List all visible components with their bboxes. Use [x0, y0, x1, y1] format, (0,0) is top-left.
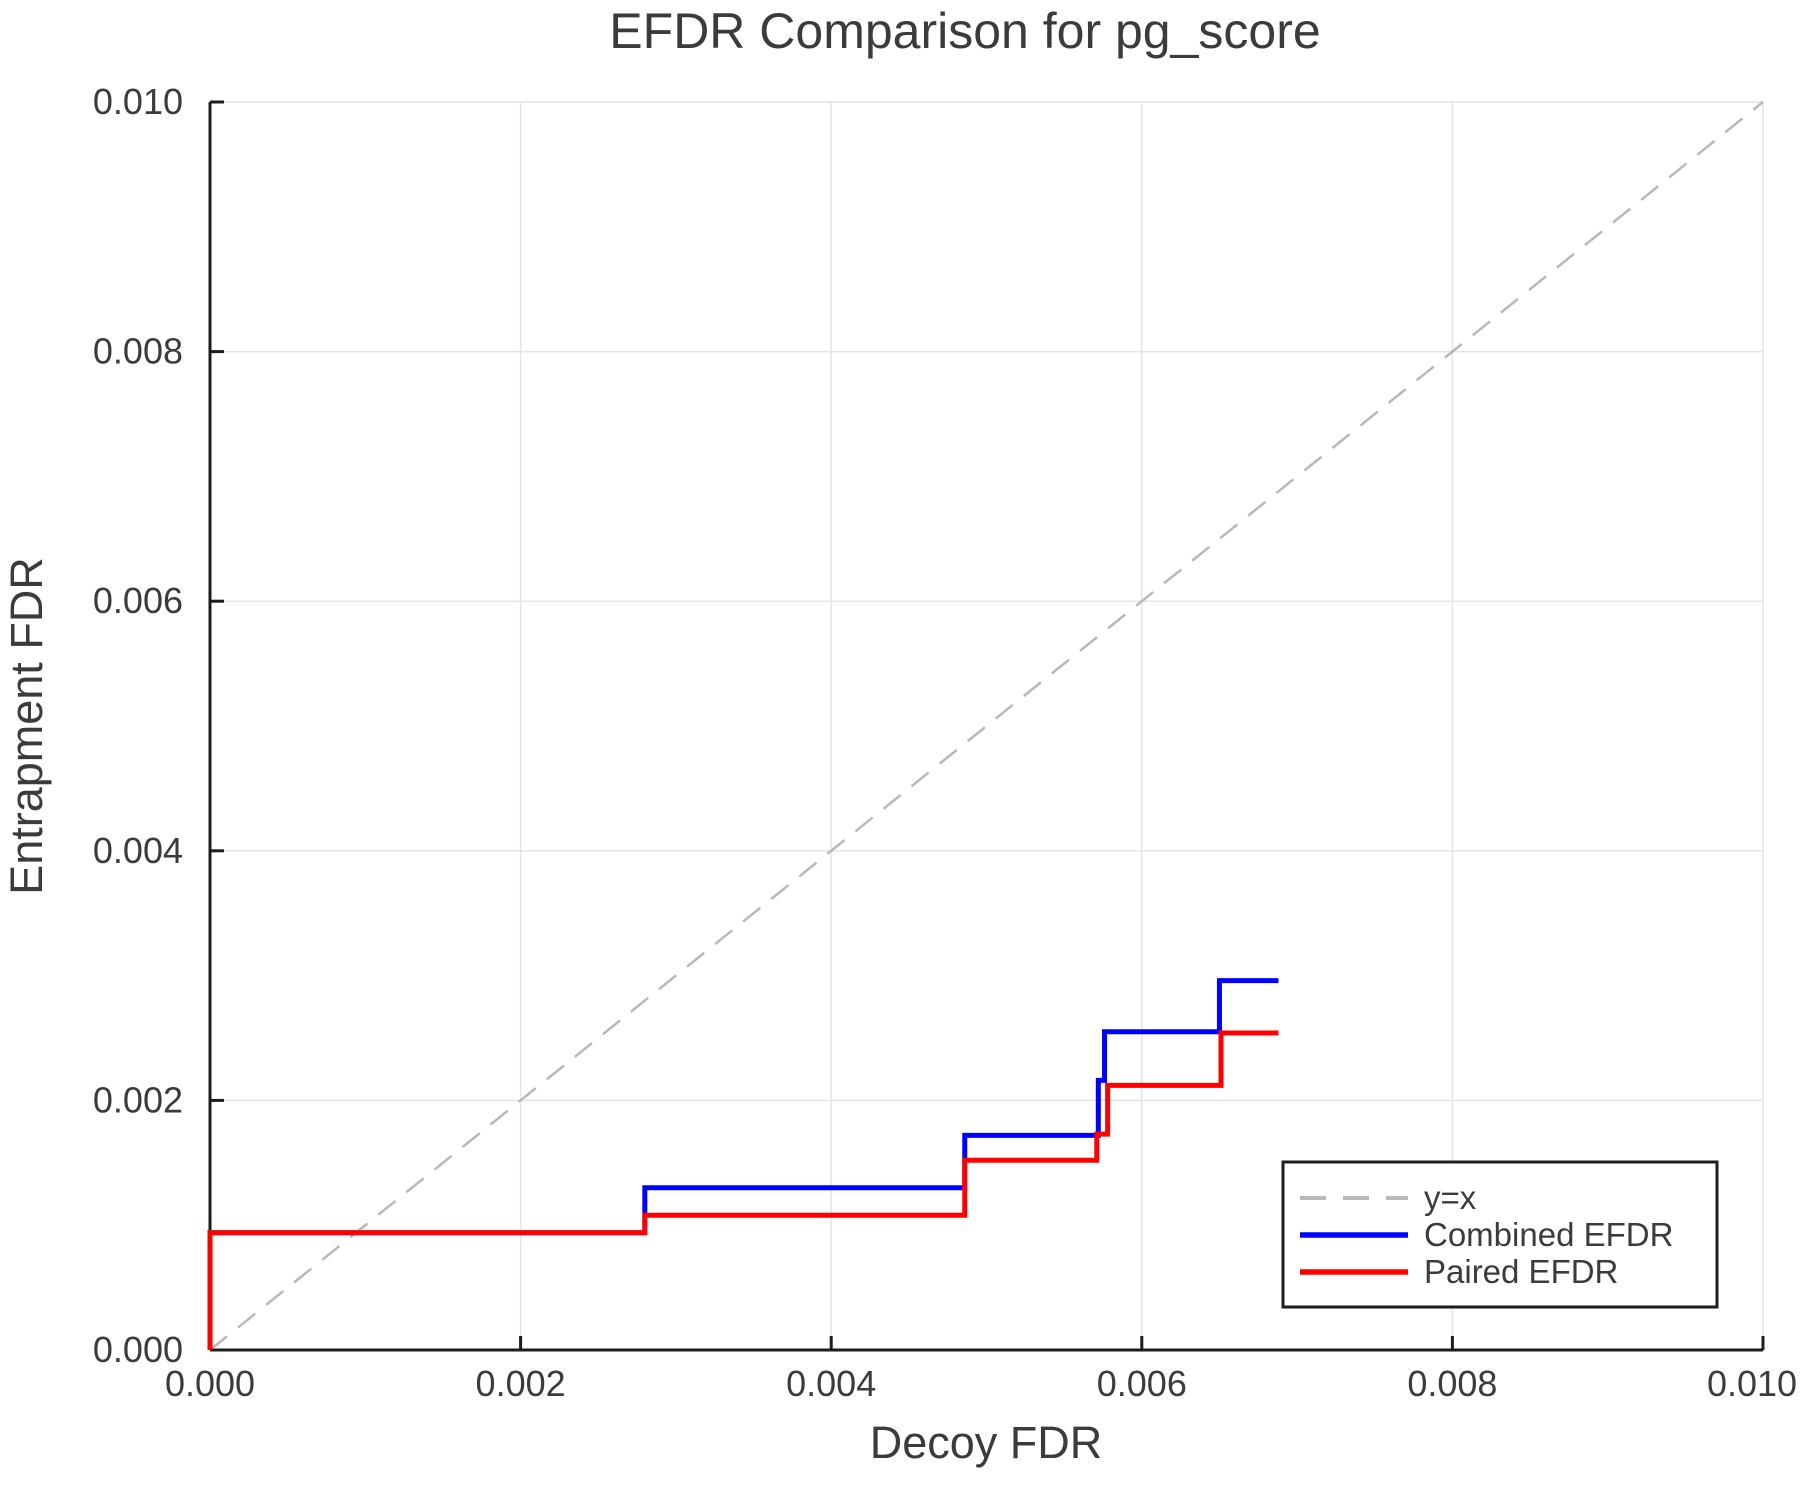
y-tick-label: 0.002 — [93, 1079, 183, 1120]
legend-label-combined: Combined EFDR — [1424, 1216, 1673, 1253]
data-series — [207, 978, 1279, 1350]
gridlines — [210, 101, 1764, 1350]
x-tick-label: 0.000 — [165, 1363, 255, 1404]
y-axis-label: Entrapment FDR — [1, 557, 52, 895]
y-tick-label: 0.008 — [93, 331, 183, 372]
legend-label-paired: Paired EFDR — [1424, 1253, 1618, 1290]
legend-label-yx: y=x — [1424, 1179, 1477, 1216]
x-tick-label: 0.004 — [786, 1363, 876, 1404]
x-tick-label: 0.008 — [1407, 1363, 1497, 1404]
x-axis-label: Decoy FDR — [870, 1417, 1103, 1468]
y-tick-label: 0.000 — [93, 1329, 183, 1370]
tick-labels: 0.000 0.002 0.004 0.006 0.008 0.010 0.000 0.002… — [93, 81, 1797, 1404]
legend: y=x Combined EFDR Paired EFDR — [1281, 1160, 1719, 1309]
y-tick-label: 0.006 — [93, 580, 183, 621]
x-tick-label: 0.010 — [1707, 1363, 1797, 1404]
identity-line — [209, 101, 1764, 1351]
chart-title: EFDR Comparison for pg_score — [609, 3, 1320, 59]
x-tick-label: 0.006 — [1097, 1363, 1187, 1404]
y-tick-label: 0.010 — [93, 81, 183, 122]
axes-spines — [208, 100, 1765, 1352]
y-tick-label: 0.004 — [93, 830, 183, 871]
x-tick-label: 0.002 — [476, 1363, 566, 1404]
